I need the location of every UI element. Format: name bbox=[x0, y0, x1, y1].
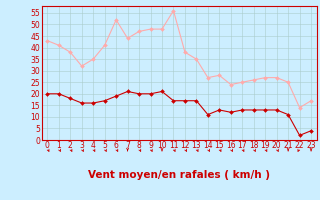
X-axis label: Vent moyen/en rafales ( km/h ): Vent moyen/en rafales ( km/h ) bbox=[88, 170, 270, 180]
